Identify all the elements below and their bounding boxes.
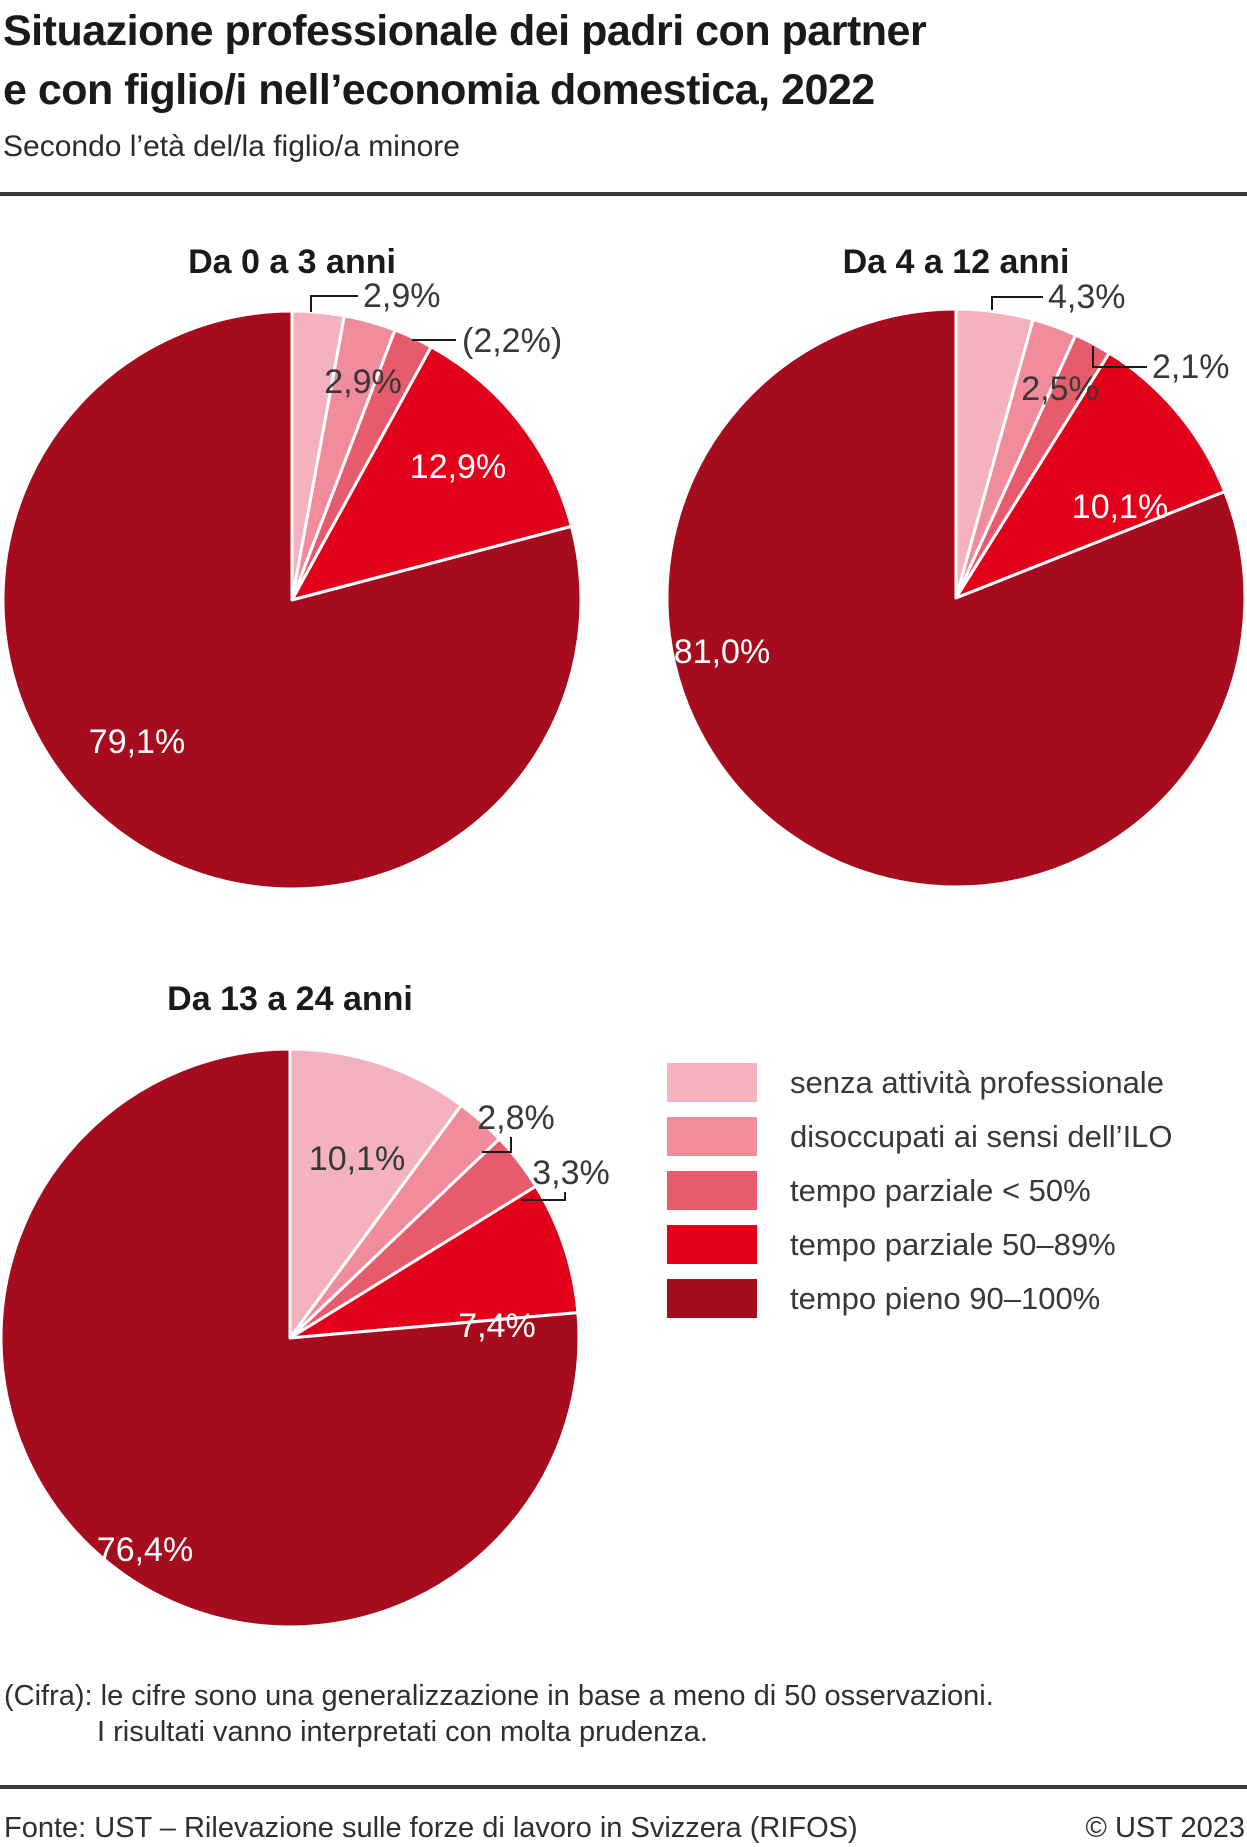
- pie-title: Da 13 a 24 anni: [167, 980, 413, 1018]
- pie-slice: [0, 1047, 581, 1629]
- callout-line: [310, 295, 358, 312]
- page-title: Situazione professionale dei padri con p…: [3, 2, 927, 120]
- slice-value-label: 4,3%: [1048, 278, 1126, 316]
- slice-value-label: 2,8%: [477, 1099, 555, 1137]
- footnote-line2: I risultati vanno interpretati con molta…: [97, 1716, 708, 1748]
- header-separator: [0, 192, 1247, 196]
- footnote-line1: (Cifra): le cifre sono una generalizzazi…: [4, 1680, 994, 1712]
- legend-swatch-tempo-parziale-50-89: [667, 1225, 757, 1264]
- pie-chart-13-24-anni: Da 13 a 24 anni 10,1% 2,8% 3,3% 7,4% 76,4%: [0, 980, 610, 1629]
- legend-item: senza attività professionale: [667, 1063, 1173, 1102]
- legend-swatch-tempo-pieno: [667, 1279, 757, 1318]
- slice-value-label: 2,9%: [324, 363, 402, 401]
- legend-item: tempo pieno 90–100%: [667, 1279, 1173, 1318]
- legend-item: tempo parziale 50–89%: [667, 1225, 1173, 1264]
- slice-value-label: 81,0%: [674, 633, 770, 671]
- pie-slice: [1, 309, 583, 891]
- legend-label: tempo pieno 90–100%: [790, 1280, 1101, 1316]
- legend-label: tempo parziale < 50%: [790, 1172, 1091, 1208]
- legend-label: disoccupati ai sensi dell’ILO: [790, 1118, 1173, 1154]
- pie-slice: [954, 351, 1227, 600]
- callout-line: [521, 1192, 566, 1201]
- legend-label: tempo parziale 50–89%: [790, 1226, 1116, 1262]
- page-title-line2: e con figlio/i nell’economia domestica, …: [3, 66, 875, 114]
- slice-value-label: (2,2%): [462, 322, 562, 360]
- pie-title: Da 0 a 3 anni: [188, 243, 396, 281]
- pie-slice: [665, 307, 1247, 889]
- legend-item: tempo parziale < 50%: [667, 1171, 1173, 1210]
- callout-line: [1092, 346, 1147, 368]
- pie-title: Da 4 a 12 anni: [843, 243, 1070, 281]
- slice-value-label: 2,9%: [363, 277, 441, 315]
- callout-line: [991, 296, 1043, 310]
- legend-swatch-disoccupati: [667, 1117, 757, 1156]
- legend-label: senza attività professionale: [790, 1064, 1164, 1100]
- pie-slice: [288, 1184, 580, 1340]
- legend-item: disoccupati ai sensi dell’ILO: [667, 1117, 1173, 1156]
- slice-value-label: 7,4%: [458, 1307, 536, 1345]
- legend-swatch-tempo-parziale-sotto-50: [667, 1171, 757, 1210]
- pie-slice: [290, 345, 573, 602]
- callout-line: [482, 1137, 512, 1153]
- legend: senza attività professionale disoccupati…: [667, 1063, 1173, 1318]
- legend-swatch-senza-attivita: [667, 1063, 757, 1102]
- pie-slice: [288, 1047, 463, 1340]
- page-subtitle: Secondo l’età del/la figlio/a minore: [3, 130, 460, 163]
- slice-value-label: 79,1%: [89, 723, 185, 761]
- footer-separator: [0, 1785, 1247, 1789]
- page-title-line1: Situazione professionale dei padri con p…: [3, 7, 927, 55]
- slice-value-label: 3,3%: [532, 1154, 610, 1192]
- slice-value-label: 2,5%: [1021, 370, 1099, 408]
- footer-copyright: © UST 2023: [1085, 1812, 1245, 1844]
- slice-value-label: 12,9%: [410, 448, 506, 486]
- slice-value-label: 10,1%: [1072, 488, 1168, 526]
- footnote: (Cifra): le cifre sono una generalizzazi…: [4, 1678, 994, 1750]
- slice-value-label: 76,4%: [97, 1531, 193, 1569]
- slice-value-label: 2,1%: [1152, 348, 1230, 386]
- slice-value-label: 10,1%: [309, 1140, 405, 1178]
- footer-source: Fonte: UST – Rilevazione sulle forze di …: [4, 1812, 858, 1844]
